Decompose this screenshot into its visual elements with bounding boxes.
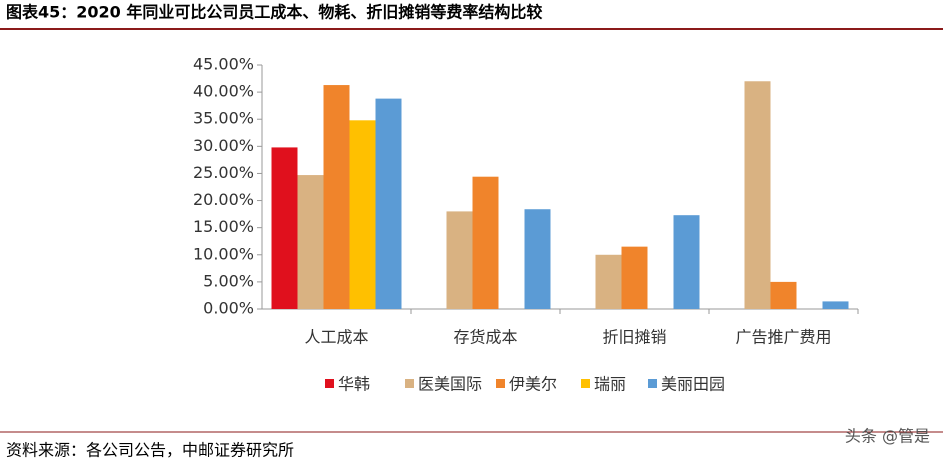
bar [271,147,298,309]
x-tick-label: 人工成本 [304,328,368,347]
bar [349,120,376,309]
bar [673,215,700,309]
bar [323,85,350,309]
legend-label: 瑞丽 [594,375,626,394]
y-tick-label: 40.00% [193,82,254,101]
y-tick-label: 25.00% [193,163,254,182]
bar [822,301,849,309]
legend-swatch [648,379,657,388]
legend-swatch [581,379,590,388]
legend-label: 华韩 [338,375,370,394]
bar [446,211,473,309]
y-tick-label: 20.00% [193,190,254,209]
bar [297,175,324,309]
watermark: 头条 @管是 [845,427,930,446]
legend-label: 医美国际 [418,375,482,394]
bar [621,246,648,309]
bar [524,209,551,309]
bar [595,254,622,309]
legend-swatch [405,379,414,388]
x-tick-label: 存货成本 [453,328,517,347]
bar [770,281,797,309]
chart-title: 图表45：2020 年同业可比公司员工成本、物耗、折旧摊销等费率结构比较 [6,3,542,22]
bar [744,81,771,310]
legend-label: 伊美尔 [509,375,557,394]
y-tick-label: 35.00% [193,109,254,128]
y-tick-label: 0.00% [203,299,254,318]
legend-swatch [496,379,505,388]
bar [375,98,402,310]
y-tick-label: 5.00% [203,271,254,290]
y-tick-label: 30.00% [193,136,254,155]
source: 资料来源：各公司公告，中邮证券研究所 [6,441,294,460]
legend-label: 美丽田园 [661,375,725,394]
bar [472,176,499,309]
legend-swatch [325,379,334,388]
y-tick-label: 45.00% [193,55,254,74]
y-tick-label: 10.00% [193,244,254,263]
x-tick-label: 广告推广费用 [735,328,831,347]
x-tick-label: 折旧摊销 [602,328,666,347]
y-tick-label: 15.00% [193,217,254,236]
